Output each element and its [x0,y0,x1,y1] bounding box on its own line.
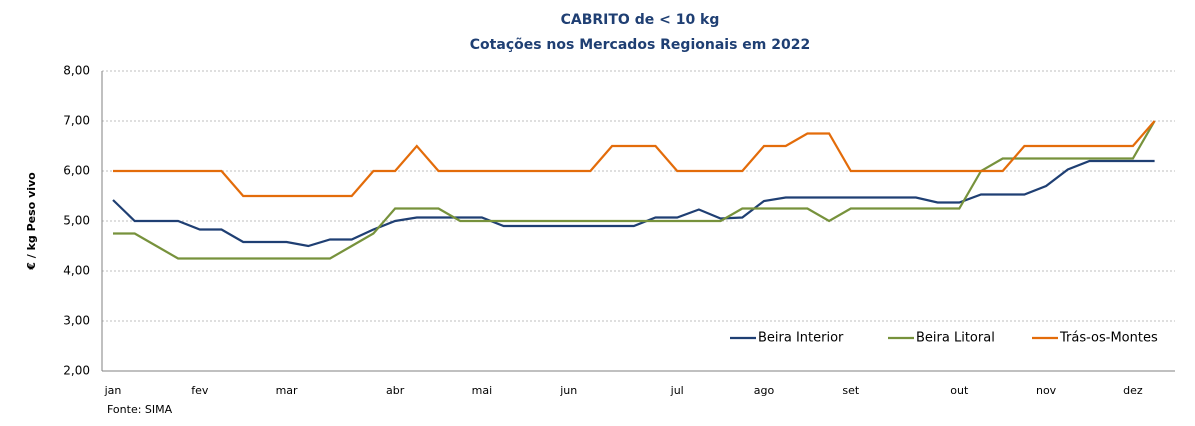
x-tick-label: mar [276,384,298,397]
x-tick-label: dez [1123,384,1143,397]
x-tick-label: abr [386,384,405,397]
x-tick-label: jun [559,384,577,397]
x-tick-label: jan [104,384,122,397]
x-tick-label: out [950,384,969,397]
x-tick-label: jul [670,384,684,397]
y-tick-label: 3,00 [63,314,90,328]
legend-label: Beira Litoral [916,331,995,346]
chart-subtitle: Cotações nos Mercados Regionais em 2022 [470,37,810,53]
source-note: Fonte: SIMA [107,403,173,416]
x-tick-label: set [842,384,859,397]
y-axis-label: € / kg Peso vivo [25,172,38,271]
y-tick-label: 6,00 [63,164,90,178]
y-tick-label: 7,00 [63,114,90,128]
legend-label: Beira Interior [758,331,844,346]
x-tick-label: mai [472,384,493,397]
y-tick-label: 8,00 [63,64,90,78]
series-line [112,159,1155,248]
y-tick-label: 2,00 [63,364,90,378]
x-tick-label: nov [1036,384,1057,397]
series-line [113,120,1156,260]
x-tick-label: fev [191,384,209,397]
series-line [113,120,1156,198]
legend-label: Trás-os-Montes [1059,331,1158,346]
x-tick-label: ago [754,384,775,397]
y-tick-label: 4,00 [63,264,90,278]
y-tick-label: 5,00 [63,214,90,228]
chart-title: CABRITO de < 10 kg [561,12,720,28]
